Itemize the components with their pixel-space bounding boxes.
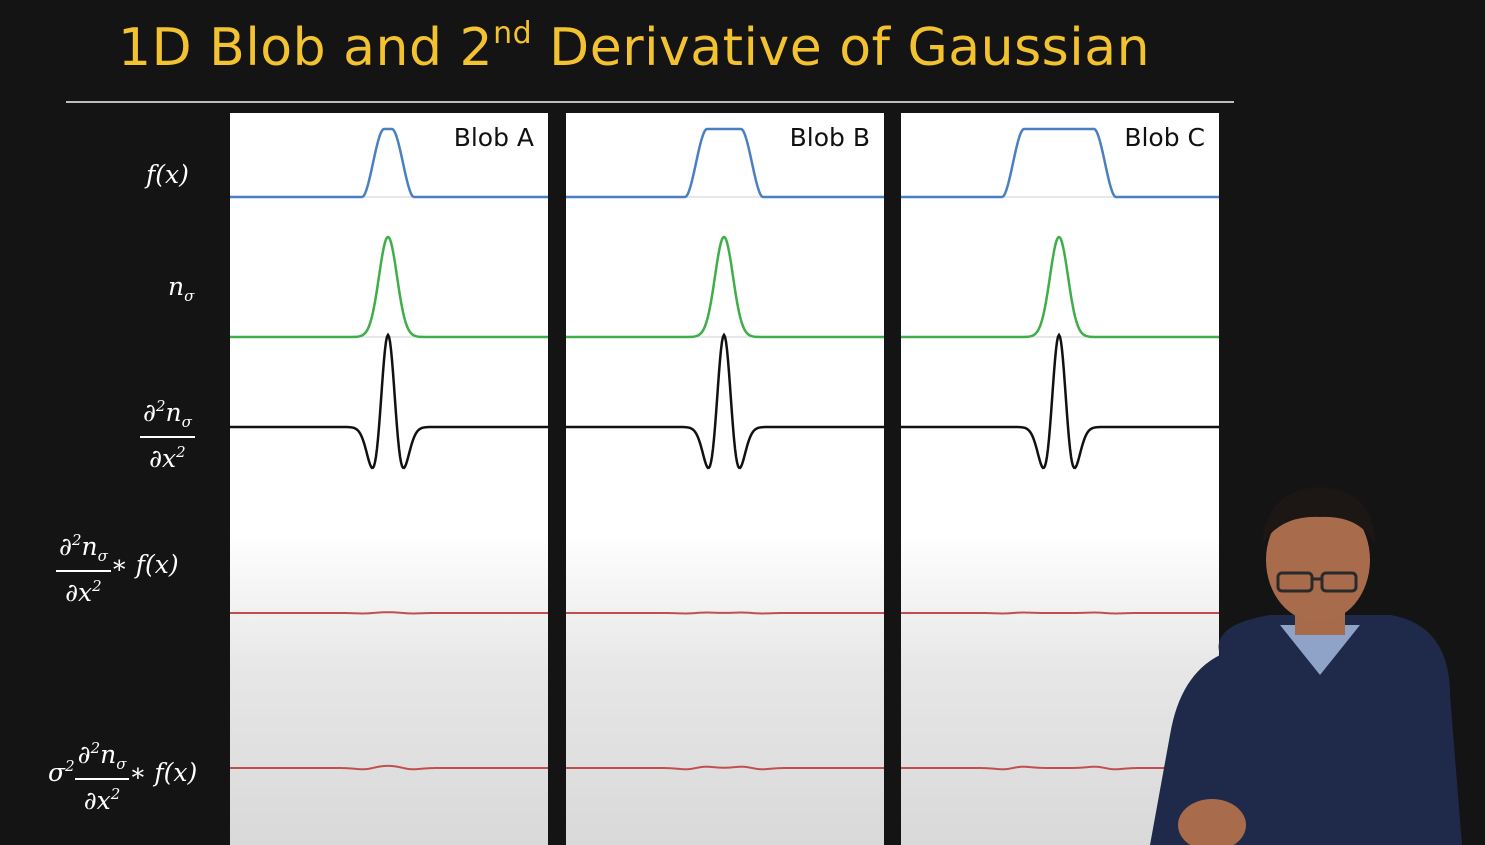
normalized-convolution-curve [566, 765, 884, 771]
slide-title: 1D Blob and 2nd Derivative of Gaussian [118, 15, 1151, 78]
second-derivative-curve [230, 332, 548, 470]
row-labels: f(x) nσ ∂2nσ ∂x2 ∂2nσ ∂x2 ∗ f(x) σ2 ∂2nσ ∂x2 ∗… [0, 0, 230, 845]
convolution-curve [230, 611, 548, 615]
convolution-curve [566, 611, 884, 615]
label-convolution: ∂2nσ ∂x2 ∗ f(x) [56, 526, 179, 607]
convolution-curve [901, 611, 1219, 615]
normalized-convolution-curve [230, 764, 548, 771]
presenter-figure [1150, 487, 1462, 845]
f-curve [230, 127, 548, 199]
gaussian-curve [230, 235, 548, 339]
blob-b-label: Blob B [789, 123, 870, 152]
second-derivative-curve [901, 332, 1219, 470]
gaussian-curve [901, 235, 1219, 339]
blob-a-label: Blob A [453, 123, 534, 152]
label-f-of-x: f(x) [146, 160, 189, 189]
label-normalized-convolution: σ2 ∂2nσ ∂x2 ∗ f(x) [48, 734, 197, 815]
plots-blob-c [901, 127, 1219, 771]
panel-blob-a: Blob A [230, 113, 548, 845]
f-curve [566, 127, 884, 199]
plots-blob-b [566, 127, 884, 771]
second-derivative-curve [566, 332, 884, 470]
panel-blob-c: Blob C [901, 113, 1219, 845]
panel-blob-b: Blob B [566, 113, 884, 845]
label-n-sigma: nσ [168, 272, 195, 305]
label-second-derivative: ∂2nσ ∂x2 [140, 392, 195, 473]
plots-blob-a [230, 127, 548, 771]
f-curve [901, 127, 1219, 199]
gaussian-curve [566, 235, 884, 339]
blob-c-label: Blob C [1124, 123, 1205, 152]
title-divider [66, 101, 1234, 103]
